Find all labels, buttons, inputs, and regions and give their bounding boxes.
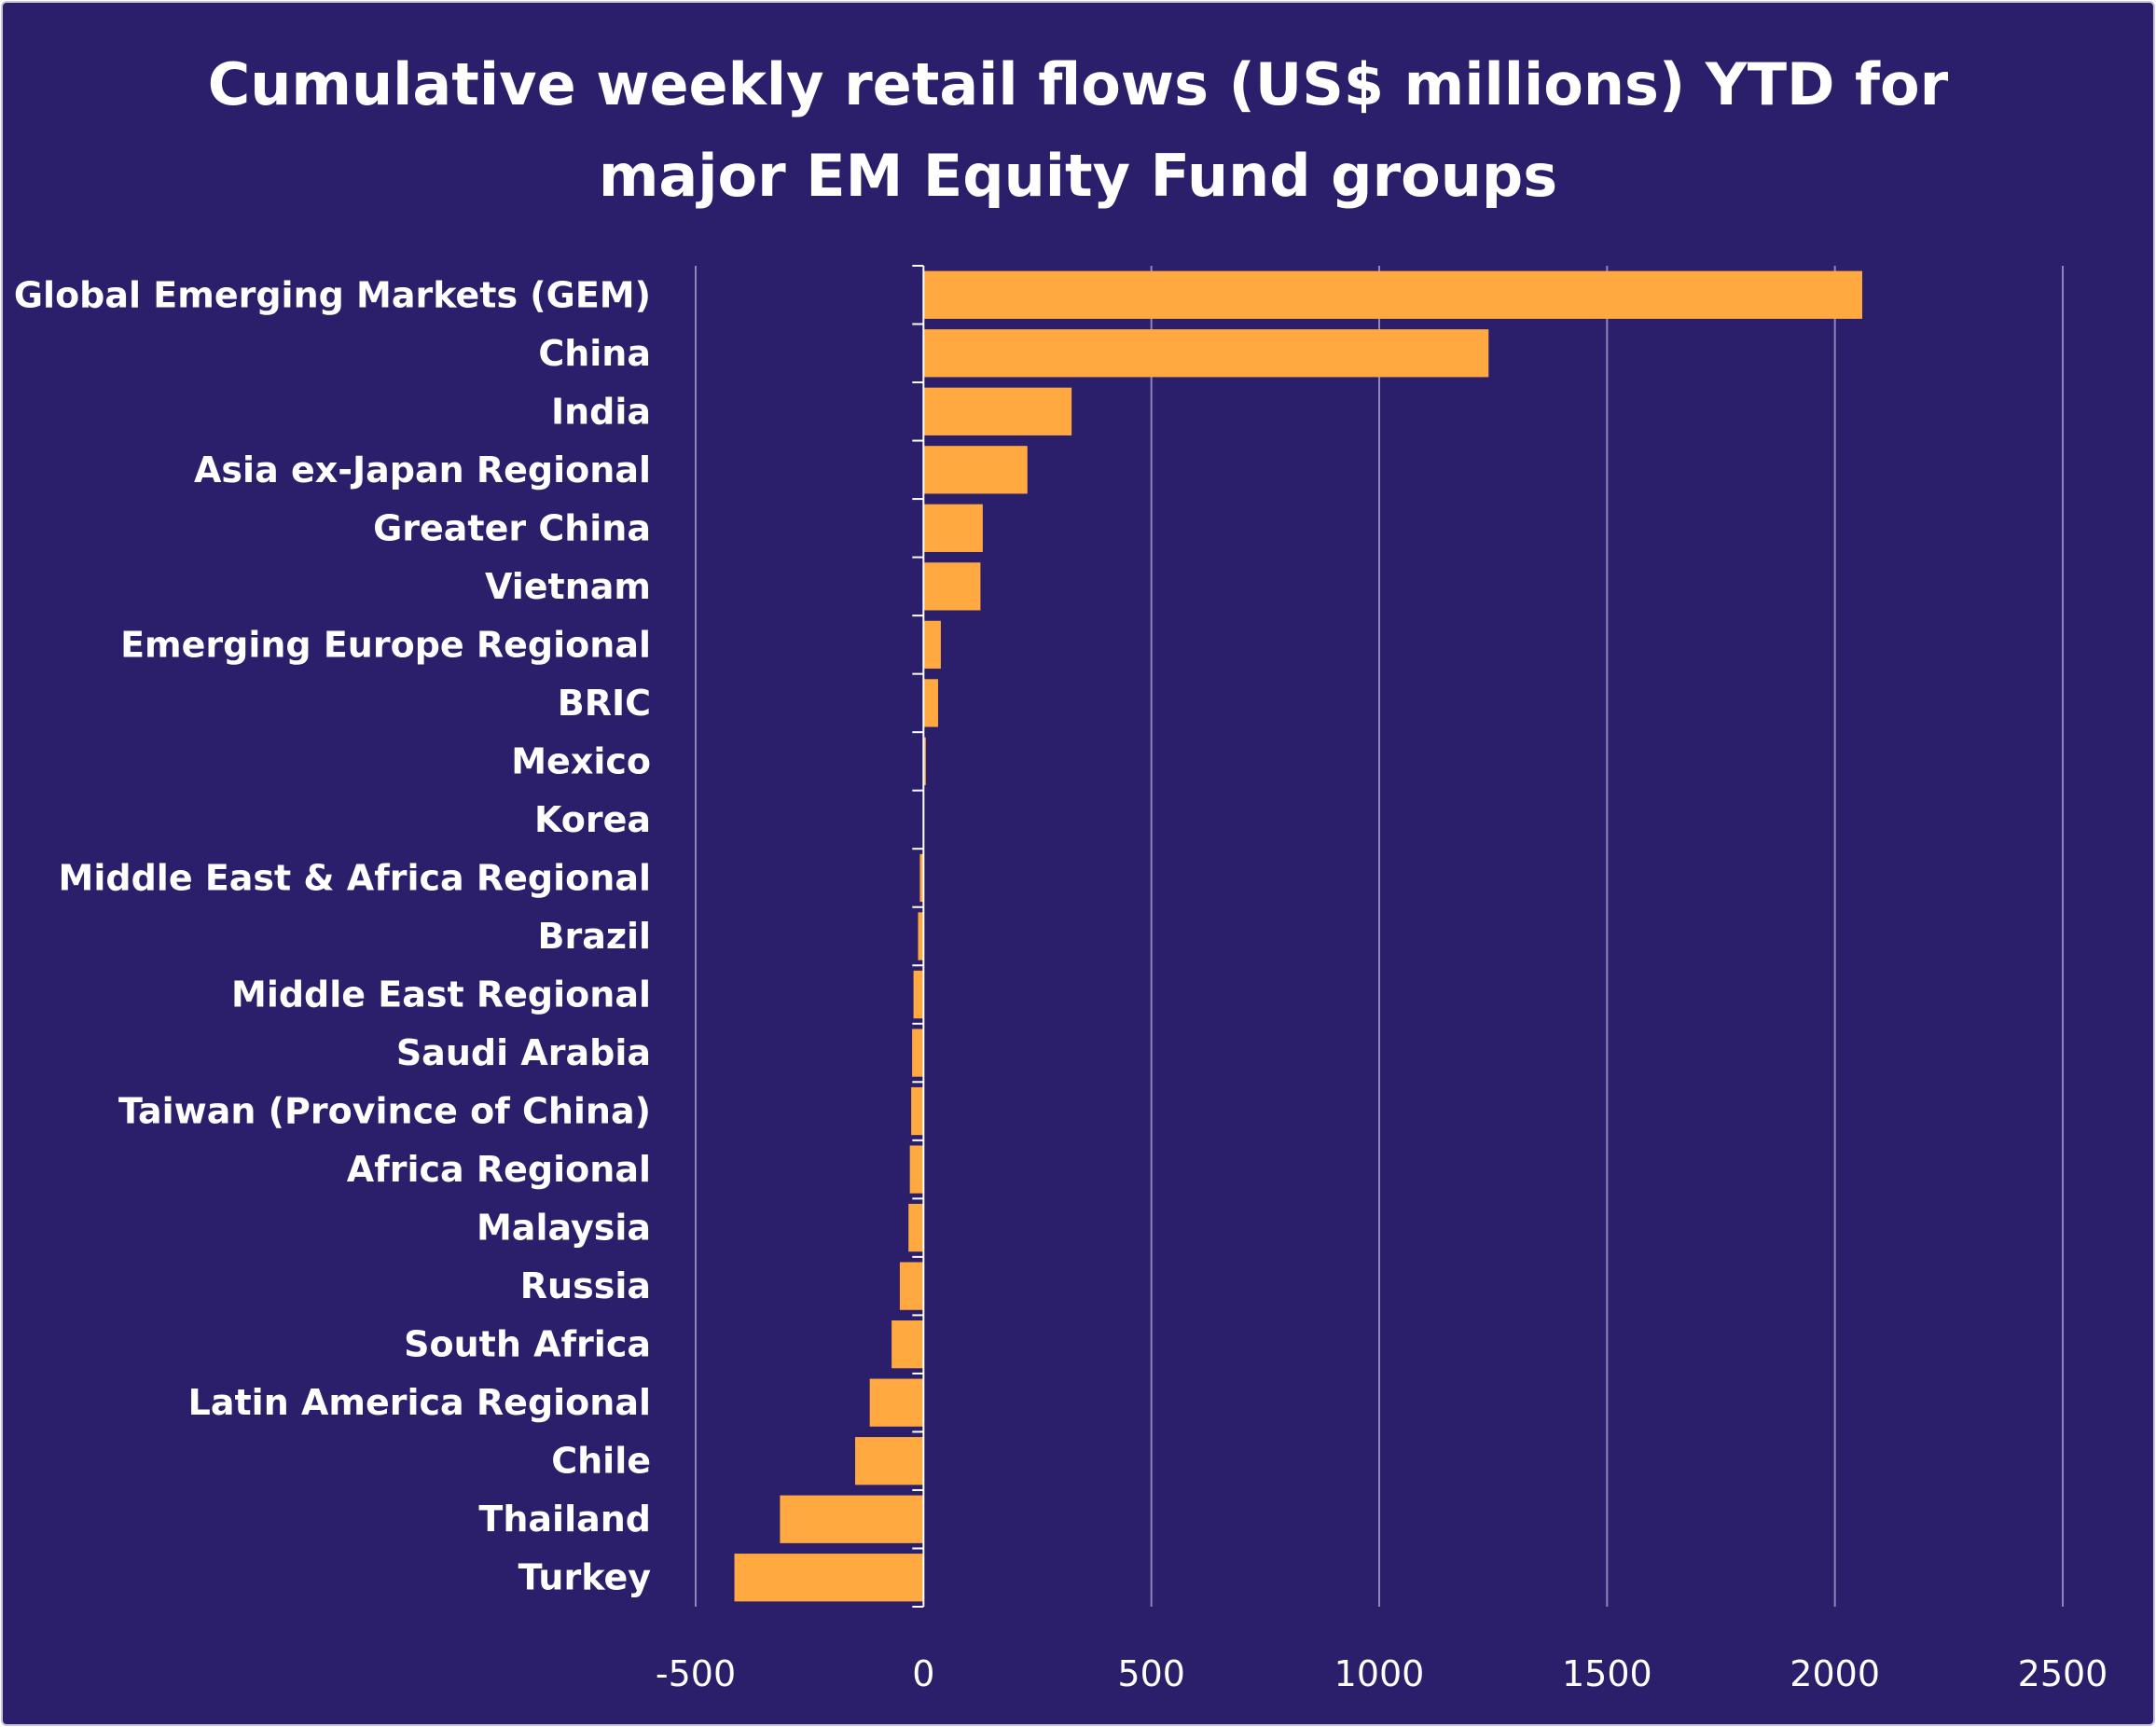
category-label: Greater China — [373, 507, 651, 548]
bar — [923, 329, 1489, 378]
bars — [734, 270, 1862, 1602]
x-tick-label: 1000 — [1334, 1653, 1425, 1694]
x-tick-label: 2500 — [2018, 1653, 2108, 1694]
chart-title: Cumulative weekly retail flows (US$ mill… — [0, 39, 2156, 222]
bar — [919, 853, 924, 903]
chart-title-line-2: major EM Equity Fund groups — [598, 142, 1558, 210]
x-tick-label: 1500 — [1562, 1653, 1652, 1694]
zero-axis — [912, 265, 925, 1608]
bar — [913, 970, 924, 1019]
category-label: Saudi Arabia — [396, 1032, 651, 1073]
category-label: South Africa — [404, 1324, 651, 1365]
bar — [923, 270, 1862, 319]
category-label: Middle East Regional — [231, 974, 651, 1015]
category-label: Brazil — [537, 916, 651, 957]
chart-title-line-1: Cumulative weekly retail flows (US$ mill… — [207, 50, 1949, 118]
bar — [923, 620, 941, 670]
category-label: Vietnam — [485, 566, 651, 607]
bar — [855, 1437, 924, 1485]
category-label: Thailand — [478, 1499, 651, 1540]
bar — [908, 1203, 924, 1252]
bar — [909, 1145, 924, 1194]
category-label: Latin America Regional — [188, 1382, 651, 1423]
bar — [918, 912, 924, 960]
bar — [869, 1378, 924, 1427]
category-labels: Global Emerging Markets (GEM) China India A… — [14, 274, 651, 1597]
category-label: India — [551, 391, 651, 432]
bar — [912, 1029, 924, 1077]
x-tick-labels: -500 0 500 1000 1500 2000 2500 — [656, 1653, 2108, 1694]
bar — [911, 1086, 924, 1136]
category-label: Asia ex-Japan Regional — [194, 449, 651, 490]
bar — [923, 737, 926, 786]
category-label: Mexico — [511, 740, 651, 781]
category-label: Malaysia — [477, 1208, 651, 1249]
bar — [923, 504, 983, 552]
bar — [923, 387, 1072, 435]
x-tick-label: -500 — [656, 1653, 736, 1694]
x-tick-label: 0 — [912, 1653, 934, 1694]
category-label: Emerging Europe Regional — [120, 624, 651, 665]
bar — [891, 1320, 924, 1369]
category-label: Global Emerging Markets (GEM) — [14, 274, 651, 315]
category-label: Chile — [551, 1441, 651, 1482]
category-label: Middle East & Africa Regional — [59, 857, 651, 898]
bar — [780, 1495, 924, 1543]
category-label: China — [538, 333, 651, 374]
category-label: Russia — [520, 1265, 651, 1306]
gridlines — [695, 266, 2064, 1607]
bar — [923, 562, 981, 611]
bar — [734, 1554, 924, 1602]
x-tick-label: 2000 — [1790, 1653, 1880, 1694]
category-label: Turkey — [518, 1557, 652, 1598]
category-label: Korea — [534, 799, 651, 840]
category-label: BRIC — [558, 683, 651, 724]
bar — [923, 679, 938, 727]
bar — [899, 1262, 924, 1310]
category-label: Africa Regional — [347, 1149, 651, 1190]
category-label: Taiwan (Province of China) — [118, 1091, 651, 1132]
x-tick-label: 500 — [1117, 1653, 1185, 1694]
bar — [923, 446, 1028, 494]
